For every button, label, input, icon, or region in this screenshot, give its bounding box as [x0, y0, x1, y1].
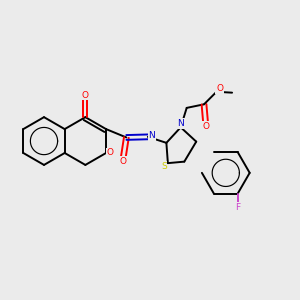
Text: O: O: [119, 157, 126, 166]
Text: O: O: [82, 91, 89, 100]
Text: F: F: [235, 203, 240, 212]
Text: N: N: [177, 119, 184, 128]
Text: O: O: [216, 84, 223, 93]
Text: O: O: [106, 148, 113, 158]
Text: S: S: [161, 162, 167, 171]
Text: O: O: [203, 122, 210, 130]
Text: N: N: [148, 131, 155, 140]
